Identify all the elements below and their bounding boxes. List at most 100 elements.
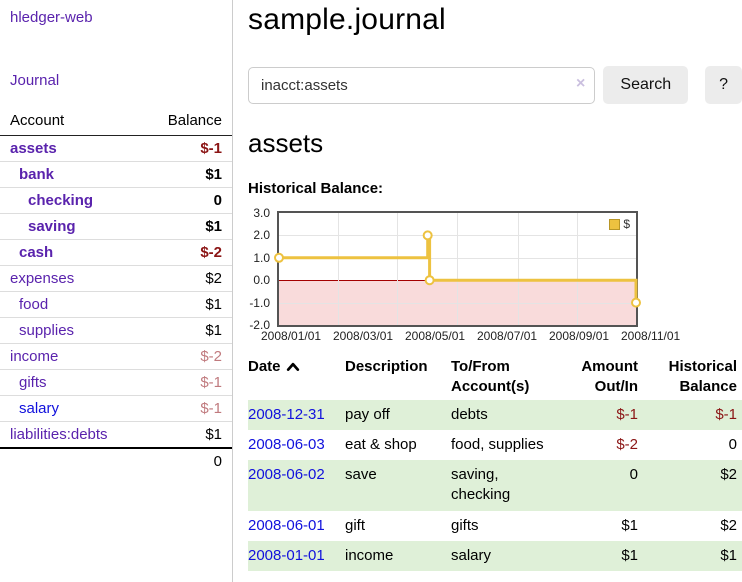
gridline-vertical: [577, 213, 579, 325]
search-input[interactable]: [248, 66, 596, 104]
register-header-date[interactable]: Date: [248, 355, 345, 400]
search-button[interactable]: Search: [603, 66, 689, 104]
register-header-label: Historical Balance: [668, 358, 737, 396]
account-link[interactable]: assets: [10, 140, 57, 157]
account-link[interactable]: bank: [19, 166, 55, 183]
accounts-total-spacer: [0, 447, 143, 474]
register-balance-cell: $2: [720, 516, 737, 534]
accounts-table: Account Balance assets $-1 bank $1 checking 0…: [0, 109, 232, 474]
data-point-marker: [631, 297, 641, 308]
register-header-label: Date: [248, 358, 281, 375]
account-link[interactable]: cash: [19, 244, 54, 261]
accounts-total-row: 0: [0, 447, 232, 474]
search-form: × Search ?: [248, 66, 742, 104]
account-link[interactable]: income: [10, 348, 59, 365]
transaction-date-link[interactable]: 2008-12-31: [248, 405, 325, 423]
account-cell: expenses: [0, 265, 143, 292]
account-link[interactable]: saving: [28, 218, 76, 235]
transaction-date-link[interactable]: 2008-06-01: [248, 516, 325, 534]
register-balance-cell: $-1: [715, 405, 737, 423]
accounts-total-value: 0: [142, 447, 232, 474]
register-date-cell: 2008-06-03: [248, 430, 345, 460]
transaction-date-link[interactable]: 2008-06-02: [248, 466, 325, 483]
sidebar-item-journal[interactable]: Journal: [10, 72, 60, 89]
x-tick-label: 2008/03/01: [333, 329, 394, 343]
account-balance: $1: [142, 213, 232, 240]
historical-balance-chart: $ 2008/01/01 2008/03/01 2008/05/01 2008/07/…: [249, 206, 680, 343]
register-date-cell: 2008-01-01: [248, 541, 345, 571]
account-cell: cash: [0, 239, 143, 266]
register-header-to-from-account-s-[interactable]: To/From Account(s): [451, 355, 555, 400]
gridline-horizontal: [279, 302, 636, 304]
register-accounts-cell: saving, checking: [451, 466, 511, 504]
gridline-vertical: [397, 213, 399, 325]
account-cell: salary: [0, 395, 143, 422]
gridline-horizontal: [279, 235, 636, 237]
legend-label: $: [623, 217, 630, 231]
account-balance: $-1: [142, 135, 232, 162]
chart-plot: $: [274, 211, 641, 327]
register-amount-cell: $1: [621, 546, 638, 564]
register-description-cell: pay off: [345, 405, 390, 423]
main-panel: sample.journal × Search ? assets Histori…: [248, 0, 742, 571]
account-row: cash $-2: [0, 239, 232, 266]
account-link[interactable]: food: [19, 296, 49, 313]
y-tick-label: 3.0: [253, 206, 270, 220]
account-link[interactable]: supplies: [19, 322, 75, 339]
account-row: supplies $1: [0, 317, 232, 344]
gridline-vertical: [457, 213, 458, 325]
account-cell: checking: [0, 187, 143, 214]
register-header-description[interactable]: Description: [345, 355, 451, 400]
register-header-amount-out-in[interactable]: Amount Out/In: [555, 355, 643, 400]
chart-plot-inner: [274, 213, 641, 325]
accounts-header-account: Account: [0, 109, 143, 136]
gridline-horizontal: [279, 257, 636, 259]
account-row: saving $1: [0, 213, 232, 240]
account-cell: liabilities:debts: [0, 421, 143, 448]
register-description-cell: gift: [345, 516, 366, 534]
account-cell: bank: [0, 161, 143, 188]
account-row: salary $-1: [0, 395, 232, 422]
account-cell: food: [0, 291, 143, 318]
account-row: liabilities:debts $1: [0, 421, 232, 448]
register-row: 2008-12-31 pay off debts $-1 $-1: [248, 399, 742, 430]
accounts-header-balance: Balance: [142, 109, 232, 136]
account-balance: $-2: [142, 239, 232, 266]
account-balance: $1: [142, 421, 232, 448]
register-header-historical-balance[interactable]: Historical Balance: [643, 355, 742, 400]
chart-title: Historical Balance:: [248, 180, 384, 197]
register-balance-cell: 0: [728, 435, 737, 453]
account-row: food $1: [0, 291, 232, 318]
gridline-vertical: [337, 213, 339, 325]
account-link[interactable]: expenses: [10, 270, 75, 287]
sidebar-nav: Journal: [0, 72, 232, 89]
account-link[interactable]: salary: [19, 400, 60, 417]
transaction-date-link[interactable]: 2008-01-01: [248, 546, 325, 564]
account-row: gifts $-1: [0, 369, 232, 396]
balance-series: [274, 230, 641, 308]
register-description-cell: eat & shop: [345, 435, 417, 453]
register-date-cell: 2008-12-31: [248, 400, 345, 430]
account-link[interactable]: gifts: [19, 374, 47, 391]
x-tick-label: 2008/09/01: [549, 329, 610, 343]
register-amount-cell: $-2: [616, 435, 638, 453]
account-link[interactable]: checking: [28, 192, 94, 209]
accounts-header-row: Account Balance: [0, 109, 232, 136]
account-row: income $-2: [0, 343, 232, 370]
gridline-vertical: [517, 213, 519, 325]
register-balance-cell: $1: [720, 546, 737, 564]
account-row: checking 0: [0, 187, 232, 214]
transaction-date-link[interactable]: 2008-06-03: [248, 435, 325, 453]
register-accounts-cell: debts: [451, 405, 488, 423]
accounts-body: assets $-1 bank $1 checking 0 saving $1 cash $-2 e…: [0, 135, 232, 448]
account-row: expenses $2: [0, 265, 232, 292]
app-brand-link[interactable]: hledger-web: [10, 9, 93, 26]
account-link[interactable]: liabilities:debts: [10, 426, 108, 443]
register-balance-cell: $2: [720, 466, 737, 483]
data-point-marker: [422, 230, 433, 241]
clear-search-icon[interactable]: ×: [576, 74, 586, 92]
search-help-button[interactable]: ?: [705, 66, 742, 104]
register-accounts-cell: salary: [451, 546, 492, 564]
register-amount-cell: $-1: [616, 405, 638, 423]
account-cell: income: [0, 343, 143, 370]
